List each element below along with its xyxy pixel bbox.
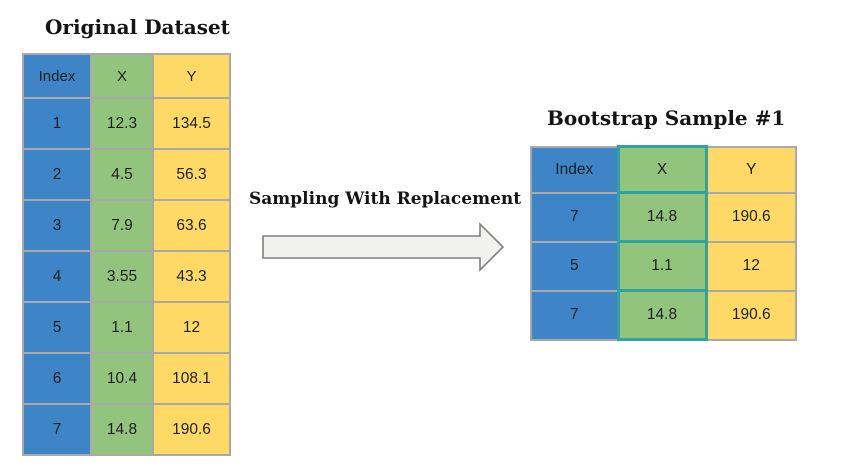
bootstrap-sample-table: Index X Y 7 14.8 190.6 5 1.1 12 7 14.8 1… xyxy=(530,145,797,341)
column-header-x: X xyxy=(90,53,154,99)
column-header-x-highlighted: X xyxy=(616,145,708,194)
table-row: 7 14.8 190.6 xyxy=(22,403,231,456)
x-cell: 12.3 xyxy=(90,97,154,150)
table-row: 7 14.8 190.6 xyxy=(530,191,797,243)
sampling-with-replacement-label: Sampling With Replacement xyxy=(249,189,522,209)
y-cell: 190.6 xyxy=(705,191,797,243)
y-cell: 63.6 xyxy=(152,199,231,252)
index-cell: 1 xyxy=(22,97,92,150)
index-cell: 5 xyxy=(22,301,92,354)
bootstrap-sample-title: Bootstrap Sample #1 xyxy=(547,106,786,130)
y-cell: 43.3 xyxy=(152,250,231,303)
original-dataset-table: Index X Y 1 12.3 134.5 2 4.5 56.3 3 7.9 … xyxy=(22,53,231,456)
y-cell: 56.3 xyxy=(152,148,231,201)
index-cell: 3 xyxy=(22,199,92,252)
y-cell: 12 xyxy=(152,301,231,354)
x-cell-highlighted: 14.8 xyxy=(616,191,708,243)
x-cell-highlighted: 14.8 xyxy=(616,289,708,341)
y-cell: 108.1 xyxy=(152,352,231,405)
column-header-index: Index xyxy=(22,53,92,99)
x-cell: 7.9 xyxy=(90,199,154,252)
y-cell: 190.6 xyxy=(705,289,797,341)
table-row: 6 10.4 108.1 xyxy=(22,352,231,405)
y-cell: 190.6 xyxy=(152,403,231,456)
x-cell: 3.55 xyxy=(90,250,154,303)
y-cell: 134.5 xyxy=(152,97,231,150)
table-row: 5 1.1 12 xyxy=(530,240,797,292)
x-cell: 10.4 xyxy=(90,352,154,405)
index-cell: 5 xyxy=(530,240,619,292)
x-cell: 14.8 xyxy=(90,403,154,456)
column-header-y: Y xyxy=(152,53,231,99)
table-row: 7 14.8 190.6 xyxy=(530,289,797,341)
index-cell: 2 xyxy=(22,148,92,201)
table-row: 5 1.1 12 xyxy=(22,301,231,354)
index-cell: 7 xyxy=(530,289,619,341)
index-cell: 6 xyxy=(22,352,92,405)
y-cell: 12 xyxy=(705,240,797,292)
x-cell-highlighted: 1.1 xyxy=(616,240,708,292)
index-cell: 7 xyxy=(530,191,619,243)
table-row: 2 4.5 56.3 xyxy=(22,148,231,201)
index-cell: 4 xyxy=(22,250,92,303)
x-cell: 1.1 xyxy=(90,301,154,354)
table-row: 4 3.55 43.3 xyxy=(22,250,231,303)
index-cell: 7 xyxy=(22,403,92,456)
column-header-index: Index xyxy=(530,145,619,194)
column-header-y: Y xyxy=(705,145,797,194)
x-cell: 4.5 xyxy=(90,148,154,201)
right-arrow-icon xyxy=(260,221,506,273)
original-dataset-title: Original Dataset xyxy=(45,15,230,39)
table-header-row: Index X Y xyxy=(530,145,797,194)
table-row: 1 12.3 134.5 xyxy=(22,97,231,150)
table-header-row: Index X Y xyxy=(22,53,231,99)
table-row: 3 7.9 63.6 xyxy=(22,199,231,252)
